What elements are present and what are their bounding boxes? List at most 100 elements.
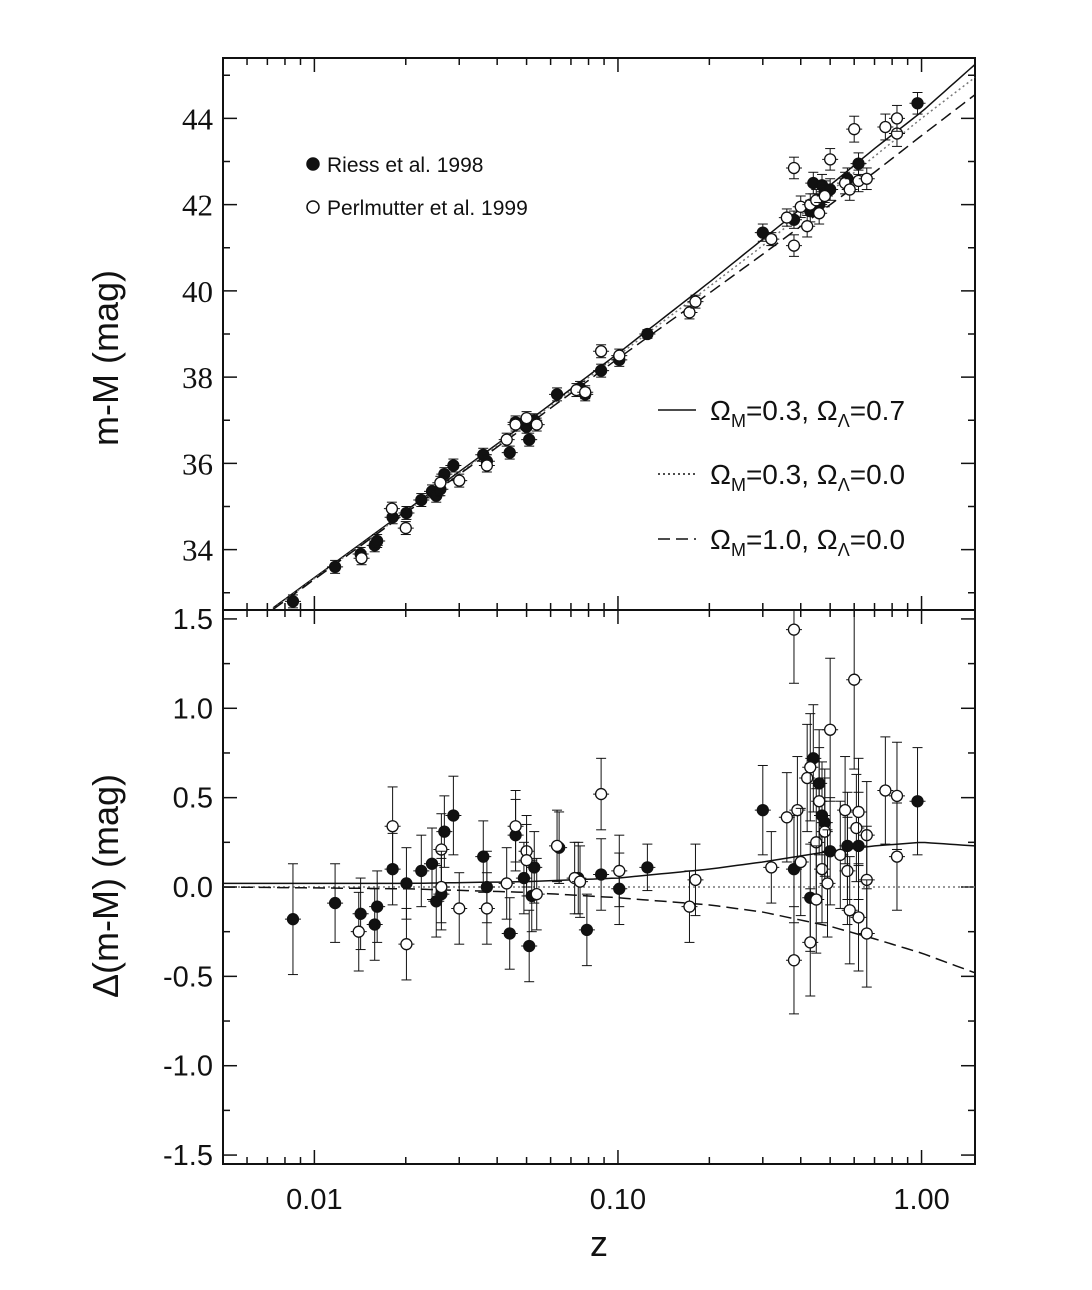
top-point-riess xyxy=(415,493,428,507)
legend-open-om-symbol: Ω xyxy=(710,459,731,490)
top-point-riess xyxy=(447,459,460,472)
bottom-point-perlmutter xyxy=(787,623,801,636)
top-point-riess xyxy=(523,433,536,446)
top-point-perlmutter xyxy=(787,239,801,252)
top-y-axis-title: m-M (mag) xyxy=(85,270,126,446)
bottom-point-perlmutter xyxy=(843,904,856,917)
top-point-perlmutter xyxy=(500,433,513,446)
top-y-tick-label: 44 xyxy=(182,101,214,136)
top-point-perlmutter xyxy=(765,232,778,246)
bottom-y-tick-label: -1.5 xyxy=(163,1140,213,1172)
top-point-perlmutter xyxy=(434,476,447,489)
top-point-perlmutter xyxy=(453,474,466,487)
top-point-perlmutter xyxy=(613,349,626,362)
top-point-perlmutter xyxy=(594,345,608,358)
top-point-perlmutter xyxy=(824,153,837,166)
bottom-point-riess xyxy=(580,923,594,937)
top-y-tick-label: 34 xyxy=(182,533,214,568)
legend-label-riess: Riess et al. 1998 xyxy=(327,154,483,177)
bottom-point-perlmutter xyxy=(824,723,837,736)
bottom-point-perlmutter xyxy=(804,936,817,949)
legend-marker-riess xyxy=(306,157,320,171)
legend-label-perlmutter: Perlmutter et al. 1999 xyxy=(327,197,528,220)
model-legend: ΩM=0.3, ΩΛ=0.7 ΩM=0.3, ΩΛ=0.0 ΩM=1.0, ΩΛ… xyxy=(658,395,905,560)
top-point-perlmutter xyxy=(787,161,801,175)
bottom-y-tick-labels: -1.5 -1.0 -0.5 0.0 0.5 1.0 1.5 xyxy=(163,604,213,1172)
top-y-tick-label: 42 xyxy=(182,188,213,223)
legend-lcdm-om-value: =0.3, xyxy=(746,395,817,426)
legend-eds-om-sub: M xyxy=(731,540,746,560)
bottom-point-perlmutter xyxy=(573,875,587,888)
bottom-point-riess xyxy=(328,896,342,910)
bottom-point-perlmutter xyxy=(821,877,834,890)
bottom-point-perlmutter xyxy=(435,880,448,894)
top-point-riess xyxy=(503,446,516,459)
bottom-point-perlmutter xyxy=(838,804,852,817)
top-y-tick-label: 40 xyxy=(182,274,213,309)
bottom-point-perlmutter xyxy=(509,820,522,833)
bottom-point-perlmutter xyxy=(890,850,904,863)
bottom-point-perlmutter xyxy=(594,787,608,801)
top-point-riess xyxy=(371,534,384,548)
bottom-point-perlmutter xyxy=(550,839,564,853)
bottom-point-perlmutter xyxy=(818,825,831,838)
bottom-y-tick-label: 0.0 xyxy=(173,872,213,904)
bottom-point-perlmutter xyxy=(453,902,466,915)
bottom-point-perlmutter xyxy=(890,789,904,803)
bottom-point-riess xyxy=(415,864,428,878)
top-point-perlmutter xyxy=(530,418,543,431)
bottom-point-perlmutter xyxy=(879,784,892,797)
top-point-perlmutter xyxy=(689,295,702,308)
top-point-riess xyxy=(400,506,413,520)
bottom-y-tick-label: -0.5 xyxy=(163,961,213,993)
bottom-point-riess xyxy=(368,918,381,931)
legend-open-ol-sub: Λ xyxy=(838,475,850,495)
top-point-perlmutter xyxy=(520,411,533,425)
bottom-point-perlmutter xyxy=(850,821,863,835)
top-axis-ticks xyxy=(222,58,975,610)
legend-lcdm-om-sub: M xyxy=(731,411,746,431)
x-tick-labels: 0.01 0.10 1.00 xyxy=(286,1184,950,1216)
bottom-y-tick-label: -1.0 xyxy=(163,1051,213,1083)
bottom-point-perlmutter xyxy=(860,927,873,940)
legend-lcdm-ol-symbol: Ω xyxy=(817,395,838,426)
bottom-point-riess xyxy=(286,913,300,926)
bottom-point-perlmutter xyxy=(841,864,854,878)
top-point-perlmutter xyxy=(780,211,793,224)
top-point-perlmutter xyxy=(683,306,696,319)
top-y-tick-labels: 34 36 38 40 42 44 xyxy=(182,101,214,567)
bottom-point-riess xyxy=(371,900,384,913)
bottom-point-riess xyxy=(911,795,924,808)
top-point-perlmutter xyxy=(801,220,814,233)
sample-legend: Riess et al. 1998 Perlmutter et al. 1999 xyxy=(306,154,528,220)
legend-eds-om-value: =1.0, xyxy=(746,524,817,555)
bottom-point-perlmutter xyxy=(530,887,543,901)
bottom-point-perlmutter xyxy=(852,805,865,819)
top-point-perlmutter xyxy=(399,521,412,535)
bottom-point-perlmutter xyxy=(765,861,778,874)
bottom-point-riess xyxy=(400,877,413,890)
top-point-perlmutter xyxy=(848,123,861,136)
bottom-point-perlmutter xyxy=(480,902,494,915)
top-point-perlmutter xyxy=(480,459,494,472)
bottom-point-perlmutter xyxy=(780,811,793,824)
bottom-point-riess xyxy=(447,809,460,822)
top-point-perlmutter xyxy=(813,207,826,220)
bottom-point-perlmutter xyxy=(352,925,365,938)
bottom-point-riess xyxy=(594,868,608,881)
top-data-points xyxy=(284,92,926,609)
top-point-riess xyxy=(911,97,924,110)
bottom-point-perlmutter xyxy=(683,900,696,913)
legend-eds-om-symbol: Ω xyxy=(710,524,731,555)
x-axis-title: z xyxy=(590,1223,608,1264)
bottom-point-perlmutter xyxy=(794,855,807,869)
bottom-point-perlmutter xyxy=(834,848,847,861)
top-point-perlmutter xyxy=(818,189,831,203)
bottom-point-riess xyxy=(517,871,531,885)
legend-marker-perlmutter xyxy=(306,200,320,214)
legend-lcdm-ol-sub: Λ xyxy=(838,411,850,431)
bottom-point-perlmutter xyxy=(787,954,801,967)
bottom-point-riess xyxy=(523,939,536,953)
legend-lcdm-ol-value: =0.7 xyxy=(850,395,905,426)
